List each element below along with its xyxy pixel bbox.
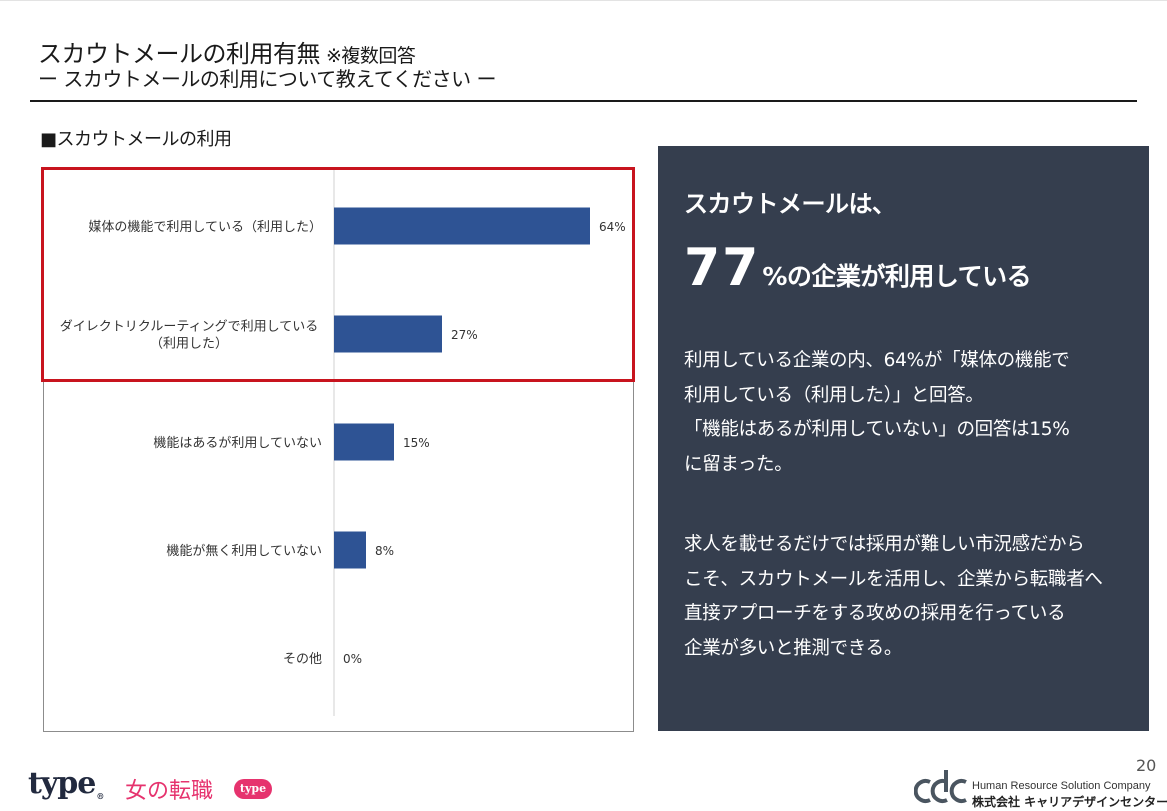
type-pill-logo: type bbox=[234, 779, 272, 799]
onna-no-tenshoku-logo: 女の転職 bbox=[125, 779, 214, 804]
data-label: 8% bbox=[375, 544, 394, 558]
panel-line: 利用している企業の内、64%が「媒体の機能で bbox=[684, 350, 1070, 371]
chart-frame: 64% 媒体の機能で利用している（利用した） 27% ダイレクトリクルーティングで利用… bbox=[43, 167, 634, 732]
highlight-box bbox=[41, 167, 635, 382]
top-border bbox=[0, 0, 1167, 1]
title-rule bbox=[30, 100, 1137, 102]
panel-heading: スカウトメールは、 bbox=[684, 190, 896, 218]
bar bbox=[334, 207, 590, 245]
category-label: 媒体の機能で利用している（利用した） bbox=[88, 220, 322, 235]
section-label: ■スカウトメールの利用 bbox=[40, 129, 232, 150]
panel-line: 企業が多いと推測できる。 bbox=[684, 637, 903, 659]
key-figure-text: %の企業が利用している bbox=[762, 262, 1032, 291]
type-logo: type® bbox=[28, 766, 104, 801]
panel-line: こそ、スカウトメールを活用し、企業から転職者へ bbox=[684, 568, 1103, 590]
category-label-line: その他 bbox=[283, 652, 322, 667]
category-label: 機能はあるが利用していない bbox=[153, 436, 322, 451]
data-label: 15% bbox=[403, 436, 430, 450]
category-label: 機能が無く利用していない bbox=[166, 544, 322, 559]
data-label: 0% bbox=[343, 652, 362, 666]
panel-line: 利用している（利用した）」と回答。 bbox=[684, 384, 984, 406]
bar-chart: 64% 媒体の機能で利用している（利用した） 27% ダイレクトリクルーティングで利用… bbox=[60, 168, 626, 716]
panel-line: 求人を載せるだけでは採用が難しい市況感だから bbox=[684, 534, 1085, 555]
category-label: その他 bbox=[283, 652, 322, 667]
category-label-line: 媒体の機能で利用している（利用した） bbox=[88, 220, 322, 235]
panel-key-figure: 77%の企業が利用している bbox=[684, 238, 1032, 298]
page-number: 20 bbox=[1136, 756, 1157, 775]
panel-body: 利用している企業の内、64%が「媒体の機能で 利用している（利用した）」と回答。… bbox=[684, 344, 1144, 666]
bar bbox=[334, 423, 394, 461]
page-subtitle: ー スカウトメールの利用について教えてください ー bbox=[38, 67, 497, 91]
data-label: 64% bbox=[599, 220, 626, 234]
category-label-line: （利用した） bbox=[150, 337, 228, 352]
panel-line: 直接アプローチをする攻めの採用を行っている bbox=[684, 603, 1066, 624]
bar bbox=[334, 531, 366, 569]
cdc-logo-icon bbox=[914, 770, 967, 803]
data-label: 27% bbox=[451, 328, 478, 342]
bar bbox=[334, 315, 442, 353]
category-label-line: 機能はあるが利用していない bbox=[153, 436, 322, 451]
page-title-text: スカウトメールの利用有無 bbox=[38, 40, 321, 68]
page-title: スカウトメールの利用有無 ※複数回答 bbox=[38, 34, 416, 69]
category-label: ダイレクトリクルーティングで利用している （利用した） bbox=[60, 320, 318, 352]
category-label-line: ダイレクトリクルーティングで利用している bbox=[60, 320, 318, 335]
company-name-jp: 株式会社 キャリアデザインセンター bbox=[972, 795, 1167, 809]
company-name-en: Human Resource Solution Company bbox=[972, 780, 1151, 792]
type-logo-text: type bbox=[28, 766, 96, 801]
title-note: ※複数回答 bbox=[326, 45, 416, 67]
panel-line: に留まった。 bbox=[684, 453, 793, 475]
registered-mark: ® bbox=[96, 791, 104, 801]
paragraph-gap bbox=[684, 482, 1144, 528]
panel-line: 「機能はあるが利用していない」の回答は15% bbox=[684, 419, 1070, 440]
category-label-line: 機能が無く利用していない bbox=[166, 544, 322, 559]
summary-panel: スカウトメールは、 77%の企業が利用している 利用している企業の内、64%が「… bbox=[658, 146, 1149, 731]
key-figure-number: 77 bbox=[684, 238, 761, 298]
